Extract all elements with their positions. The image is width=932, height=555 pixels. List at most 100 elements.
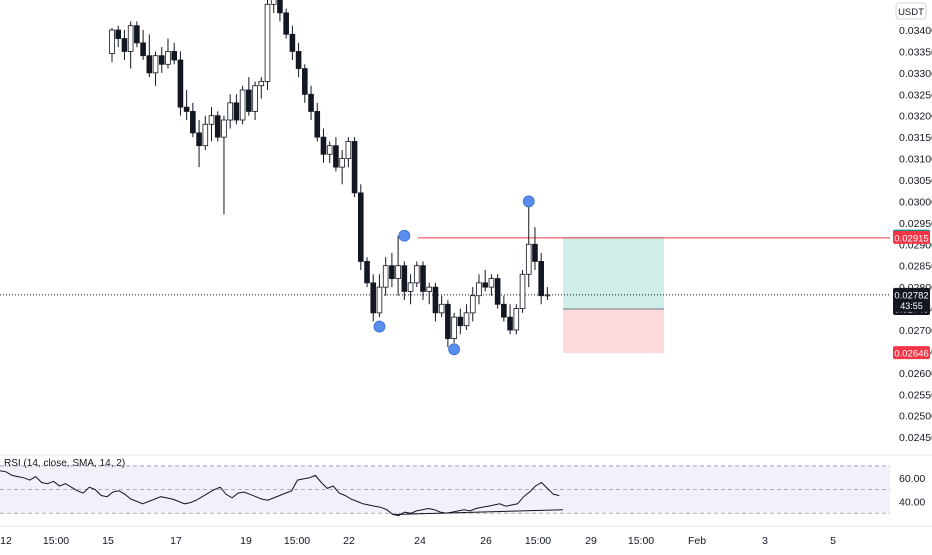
- candle-down: [370, 282, 377, 314]
- time-tick: 15:00: [43, 535, 69, 547]
- time-axis[interactable]: 12 15:00 15 17 19 15:00 22 24 26 15:00 29 15:00 Feb 3…: [0, 525, 932, 547]
- candle-up: [413, 265, 420, 284]
- time-tick: 15:00: [525, 535, 551, 547]
- candle-up: [109, 29, 115, 54]
- markers[interactable]: [373, 195, 535, 356]
- candle-down: [432, 286, 439, 314]
- candle-up: [544, 294, 551, 297]
- time-tick: 15:00: [628, 535, 654, 547]
- price-label-bg: [893, 346, 930, 360]
- candle-down: [277, 0, 283, 14]
- candle-down: [482, 282, 488, 288]
- candle-down: [308, 93, 314, 112]
- candle-up: [438, 303, 445, 314]
- candle-down: [401, 265, 408, 292]
- candle-down: [389, 265, 395, 279]
- candle-down: [538, 261, 544, 297]
- candle-up: [463, 312, 470, 327]
- candle-up: [252, 85, 258, 112]
- price-label: 0.02915: [894, 233, 928, 244]
- pivot-marker: [522, 195, 535, 208]
- candle-down: [364, 261, 370, 284]
- candle-up: [345, 141, 352, 159]
- time-tick: 29: [585, 535, 597, 547]
- candle-up: [127, 25, 134, 52]
- pivot-marker: [373, 320, 386, 333]
- candle-up: [152, 55, 159, 74]
- position-tool[interactable]: [563, 236, 664, 354]
- candle-up: [426, 286, 433, 292]
- candle-up: [264, 3, 271, 82]
- candle-up: [376, 286, 383, 314]
- rsi-line: [0, 470, 560, 517]
- candle-down: [351, 141, 358, 194]
- time-tick: Feb: [688, 535, 706, 547]
- candle-down: [158, 55, 165, 65]
- candle-down: [289, 33, 296, 52]
- candle-down: [357, 192, 364, 262]
- time-tick: 26: [480, 535, 492, 547]
- time-tick: 5: [830, 535, 836, 547]
- candle-up: [165, 51, 171, 65]
- candle-up: [407, 282, 414, 292]
- candle-down: [302, 68, 308, 95]
- candle-down: [320, 136, 327, 155]
- time-tick: 19: [240, 535, 252, 547]
- rsi-pane[interactable]: 60.00 40.00 RSI (14, close, SMA, 14, 2): [0, 454, 932, 517]
- candle-up: [469, 295, 476, 314]
- candle-down: [420, 265, 426, 292]
- candle-down: [196, 132, 202, 147]
- candle-up: [258, 81, 265, 87]
- candle-up: [326, 145, 333, 155]
- candle-up: [208, 115, 215, 125]
- candle-down: [501, 303, 507, 318]
- candle-up: [451, 316, 457, 339]
- candle-up: [476, 282, 482, 297]
- candle-down: [171, 51, 178, 61]
- currency-box: [895, 2, 927, 20]
- time-tick: 12: [0, 535, 12, 547]
- time-tick: 22: [343, 535, 355, 547]
- price-label-bg: [893, 230, 930, 244]
- time-tick: 3: [762, 535, 768, 547]
- candle-down: [295, 51, 302, 69]
- currency-label: USDT: [898, 7, 924, 18]
- candle-down: [140, 42, 146, 57]
- overlay-lines: [0, 237, 890, 296]
- candle-down: [146, 55, 153, 74]
- price-label: 0.02646: [894, 349, 928, 360]
- candle-up: [239, 89, 246, 121]
- price-axis-bg: [890, 0, 932, 450]
- candle-down: [333, 145, 339, 168]
- take-profit-zone: [563, 236, 664, 309]
- candle-down: [457, 316, 464, 327]
- rsi-divergence-line: [394, 509, 564, 515]
- pivot-marker: [448, 343, 461, 356]
- time-tick: 24: [414, 535, 426, 547]
- candle-up: [519, 273, 526, 309]
- stop-loss-zone: [563, 309, 664, 354]
- time-tick: 15: [102, 535, 114, 547]
- candles: [109, 0, 551, 348]
- candle-down: [183, 106, 190, 112]
- candle-up: [202, 123, 209, 147]
- candle-down: [445, 303, 451, 339]
- candle-up: [339, 158, 345, 168]
